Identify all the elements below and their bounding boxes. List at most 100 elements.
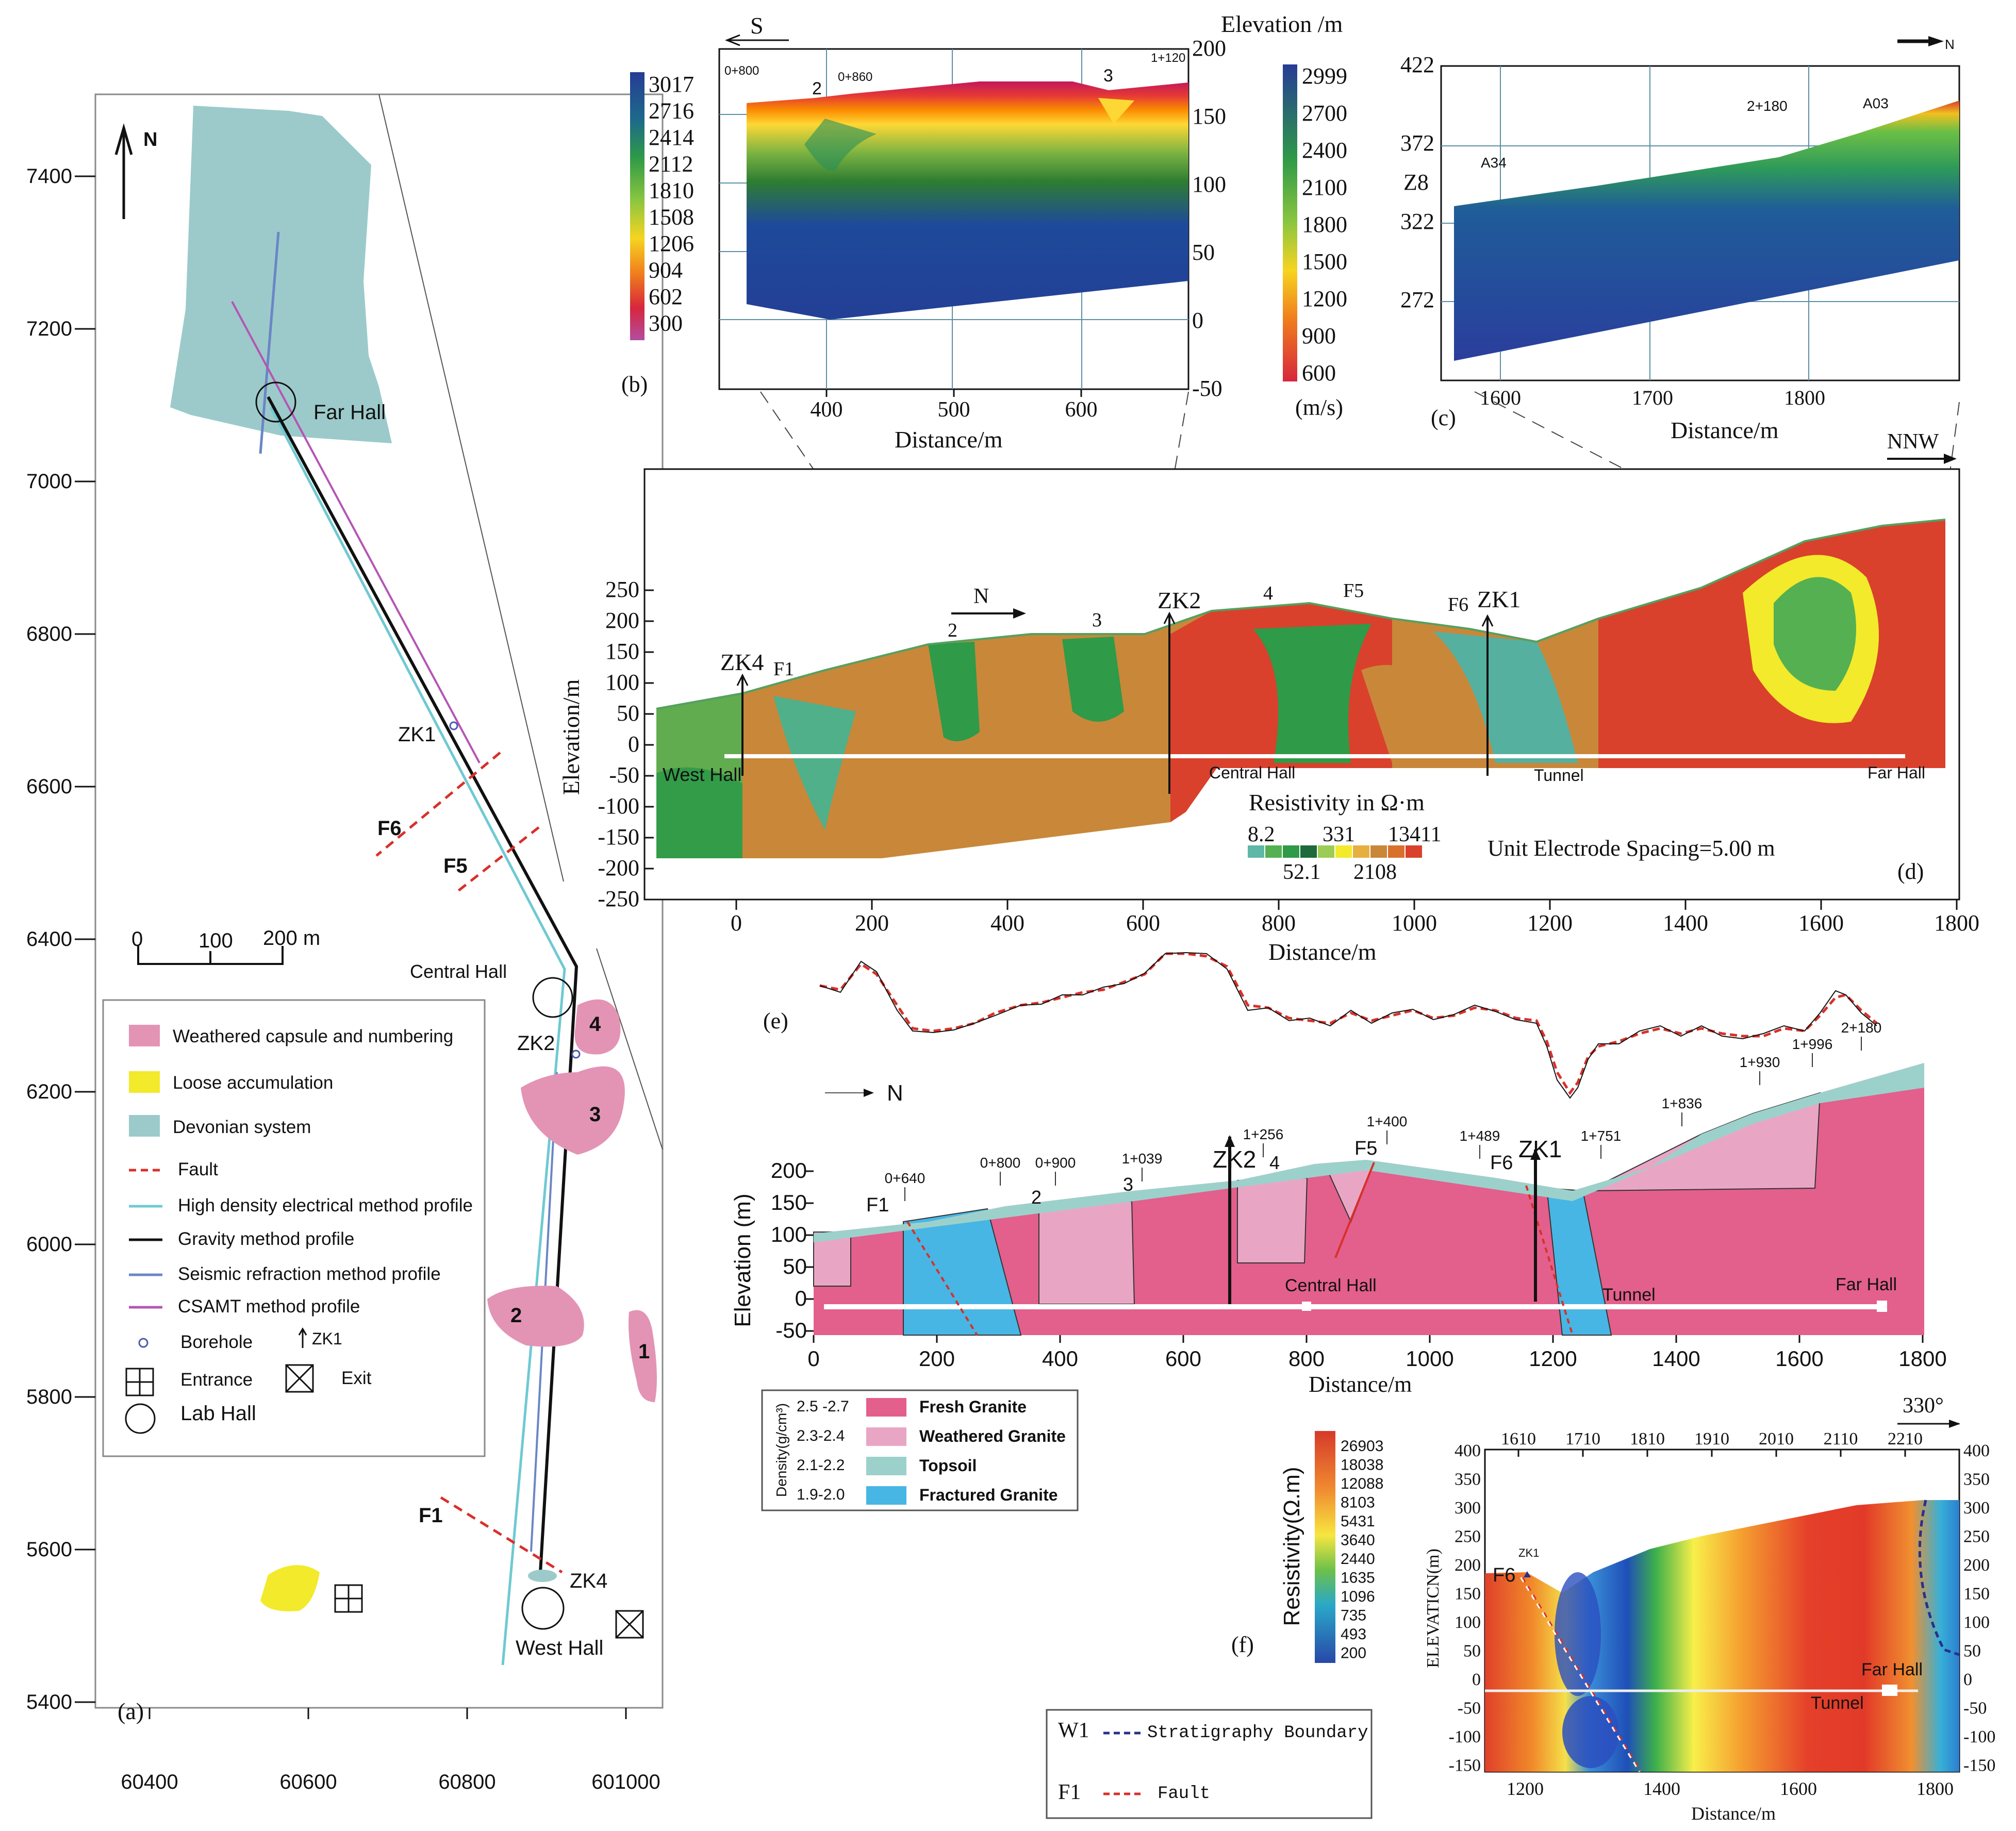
panel-f-y-tick-label: 350 [1455, 1470, 1481, 1489]
panel-d-capsule-3: 3 [1092, 609, 1102, 631]
panel-f-colorbar-tick-label: 18038 [1341, 1457, 1383, 1474]
loose-accumulation [260, 1565, 320, 1611]
panel-b-y-tick-label: 100 [1192, 172, 1226, 197]
high-density-profile [269, 406, 566, 1666]
legend-entrance: Entrance [180, 1370, 253, 1390]
panel-b-x-tick-label: 400 [811, 398, 843, 422]
fault-f6 [375, 752, 501, 857]
panel-f-direction: 330° [1903, 1394, 1944, 1418]
panel-e-x-tick-label: 1200 [1529, 1346, 1577, 1371]
zk1-borehole-map [449, 721, 458, 730]
panel-f-colorbar-tick-label: 26903 [1341, 1438, 1383, 1455]
panel-f-y-tick-label: 300 [1455, 1499, 1481, 1518]
panel-b-station-1: 0+800 [724, 64, 759, 78]
panel-f-top-tick-label: 1910 [1694, 1429, 1729, 1449]
zk4-map-label: ZK4 [570, 1570, 607, 1592]
density-legend-name: Fresh Granite [919, 1397, 1027, 1416]
panel-f-far-hall: Far Hall [1861, 1660, 1923, 1679]
panel-d-x-tick-label: 0 [731, 910, 742, 936]
f1-map-label: F1 [419, 1504, 443, 1527]
velocity-colorbar-right-label: 2700 [1302, 101, 1347, 126]
map-y-tick-label: 6600 [26, 775, 72, 798]
panel-f-x-tick-label: 1600 [1780, 1778, 1817, 1799]
panel-f-y-tick-label: 150 [1455, 1585, 1481, 1604]
panel-b-y-tick-label: 200 [1192, 36, 1226, 61]
panel-f-x-tick-label: 1200 [1507, 1778, 1544, 1799]
f6-map-label: F6 [377, 817, 402, 840]
zk2-borehole-map [571, 1050, 581, 1059]
north-label: N [143, 129, 157, 151]
central-hall-label: Central Hall [410, 961, 507, 982]
panel-b-y-tick-label: 150 [1192, 104, 1226, 129]
panel-d-y-tick-label: 200 [605, 608, 639, 633]
panel-d-y-tick-label: -150 [598, 824, 639, 850]
panel-d-central-hall: Central Hall [1209, 763, 1295, 782]
f5-map-label: F5 [443, 855, 468, 877]
panel-e-x-tick-label: 1400 [1652, 1346, 1700, 1371]
panel-f-y-tick-label: -50 [1458, 1699, 1481, 1718]
panel-b-x-axis: 400 500 600 [811, 389, 1098, 422]
panel-d-res-swatch [1248, 845, 1264, 858]
panel-b-capsule-3: 3 [1103, 66, 1113, 86]
legend-swatch-borehole [138, 1338, 148, 1348]
panel-d-x-axis: 0 200 400 600 800 1000 1200 1400 1600 1800 [731, 900, 1979, 936]
panel-e-y-tick-label: 200 [771, 1158, 807, 1183]
legend-lab-hall: Lab Hall [180, 1402, 256, 1425]
panel-c-x-tick-label: 1800 [1784, 386, 1825, 409]
panel-d-y-tick-label: -50 [609, 762, 639, 788]
panel-f-y-tick-right-label: -150 [1963, 1756, 1995, 1775]
panel-b-x-tick-label: 600 [1065, 398, 1098, 422]
velocity-colorbar-right-label: 900 [1302, 323, 1336, 348]
map-y-tick-label: 7000 [26, 470, 72, 493]
panel-f-y-tick-right-label: 150 [1963, 1585, 1990, 1604]
capsule-3-label: 3 [589, 1103, 601, 1126]
velocity-colorbar-left-label: 1206 [649, 231, 694, 256]
density-legend-name: Topsoil [919, 1456, 977, 1475]
panel-e-station: 0+900 [1035, 1155, 1076, 1171]
panel-f-y-tick-label: 200 [1455, 1556, 1481, 1575]
panel-f-legend-text-2: Fault [1158, 1784, 1210, 1804]
fault-f1-e [906, 1221, 978, 1336]
map-frame [94, 93, 664, 1709]
far-hall-circle [255, 381, 296, 423]
panel-d-tunnel: Tunnel [1534, 766, 1584, 785]
density-legend-swatch [866, 1398, 906, 1417]
velocity-colorbar-left-label: 602 [649, 284, 683, 309]
panel-d-x-tick-label: 600 [1126, 910, 1160, 936]
panel-b-x-tick-label: 500 [938, 398, 970, 422]
density-legend-swatch [866, 1457, 906, 1475]
panel-d-direction: NNW [1887, 430, 1939, 454]
map-y-tick-label: 6400 [26, 928, 72, 951]
panel-f-colorbar-tick-label: 5431 [1341, 1513, 1375, 1530]
panel-f-colorbar-tick-label: 200 [1341, 1645, 1366, 1662]
panel-e-label: (e) [763, 1008, 788, 1034]
map-x-tick-label: 60600 [279, 1771, 337, 1793]
panel-f-y-tick-label: -150 [1449, 1756, 1481, 1775]
panel-e-y-label: Elevation (m) [730, 1193, 755, 1327]
panel-d-x-label: Distance/m [1268, 939, 1377, 965]
panel-f-colorbar-tick-label: 12088 [1341, 1475, 1383, 1492]
panel-f-top-tick-label: 2010 [1759, 1429, 1794, 1449]
panel-f-top-tick-label: 2210 [1888, 1429, 1923, 1449]
panel-f-y-tick-label: 400 [1455, 1441, 1481, 1460]
zk2-map-label: ZK2 [517, 1032, 555, 1055]
panel-c-station-3: A03 [1863, 95, 1889, 111]
far-hall-label: Far Hall [313, 401, 386, 424]
map-y-tick-label: 6200 [26, 1080, 72, 1103]
panel-d-zk2: ZK2 [1158, 587, 1201, 613]
legend-loose: Loose accumulation [173, 1073, 333, 1093]
map-y-tick-label: 7400 [26, 165, 72, 188]
panel-e-f6: F6 [1490, 1152, 1513, 1174]
fault-f6-e [1525, 1185, 1574, 1336]
velocity-colorbar-right-label: 1500 [1302, 249, 1347, 274]
velocity-colorbar-left-label: 2716 [649, 98, 694, 124]
panel-c-y-tick-label: 322 [1400, 209, 1434, 234]
panel-e-station: 1+996 [1792, 1036, 1833, 1052]
velocity-colorbar-left-label: 2112 [649, 152, 693, 177]
capsule-1 [629, 1310, 657, 1402]
panel-f-colorbar-tick-label: 1096 [1341, 1588, 1375, 1605]
panel-b-direction: S [750, 12, 764, 39]
